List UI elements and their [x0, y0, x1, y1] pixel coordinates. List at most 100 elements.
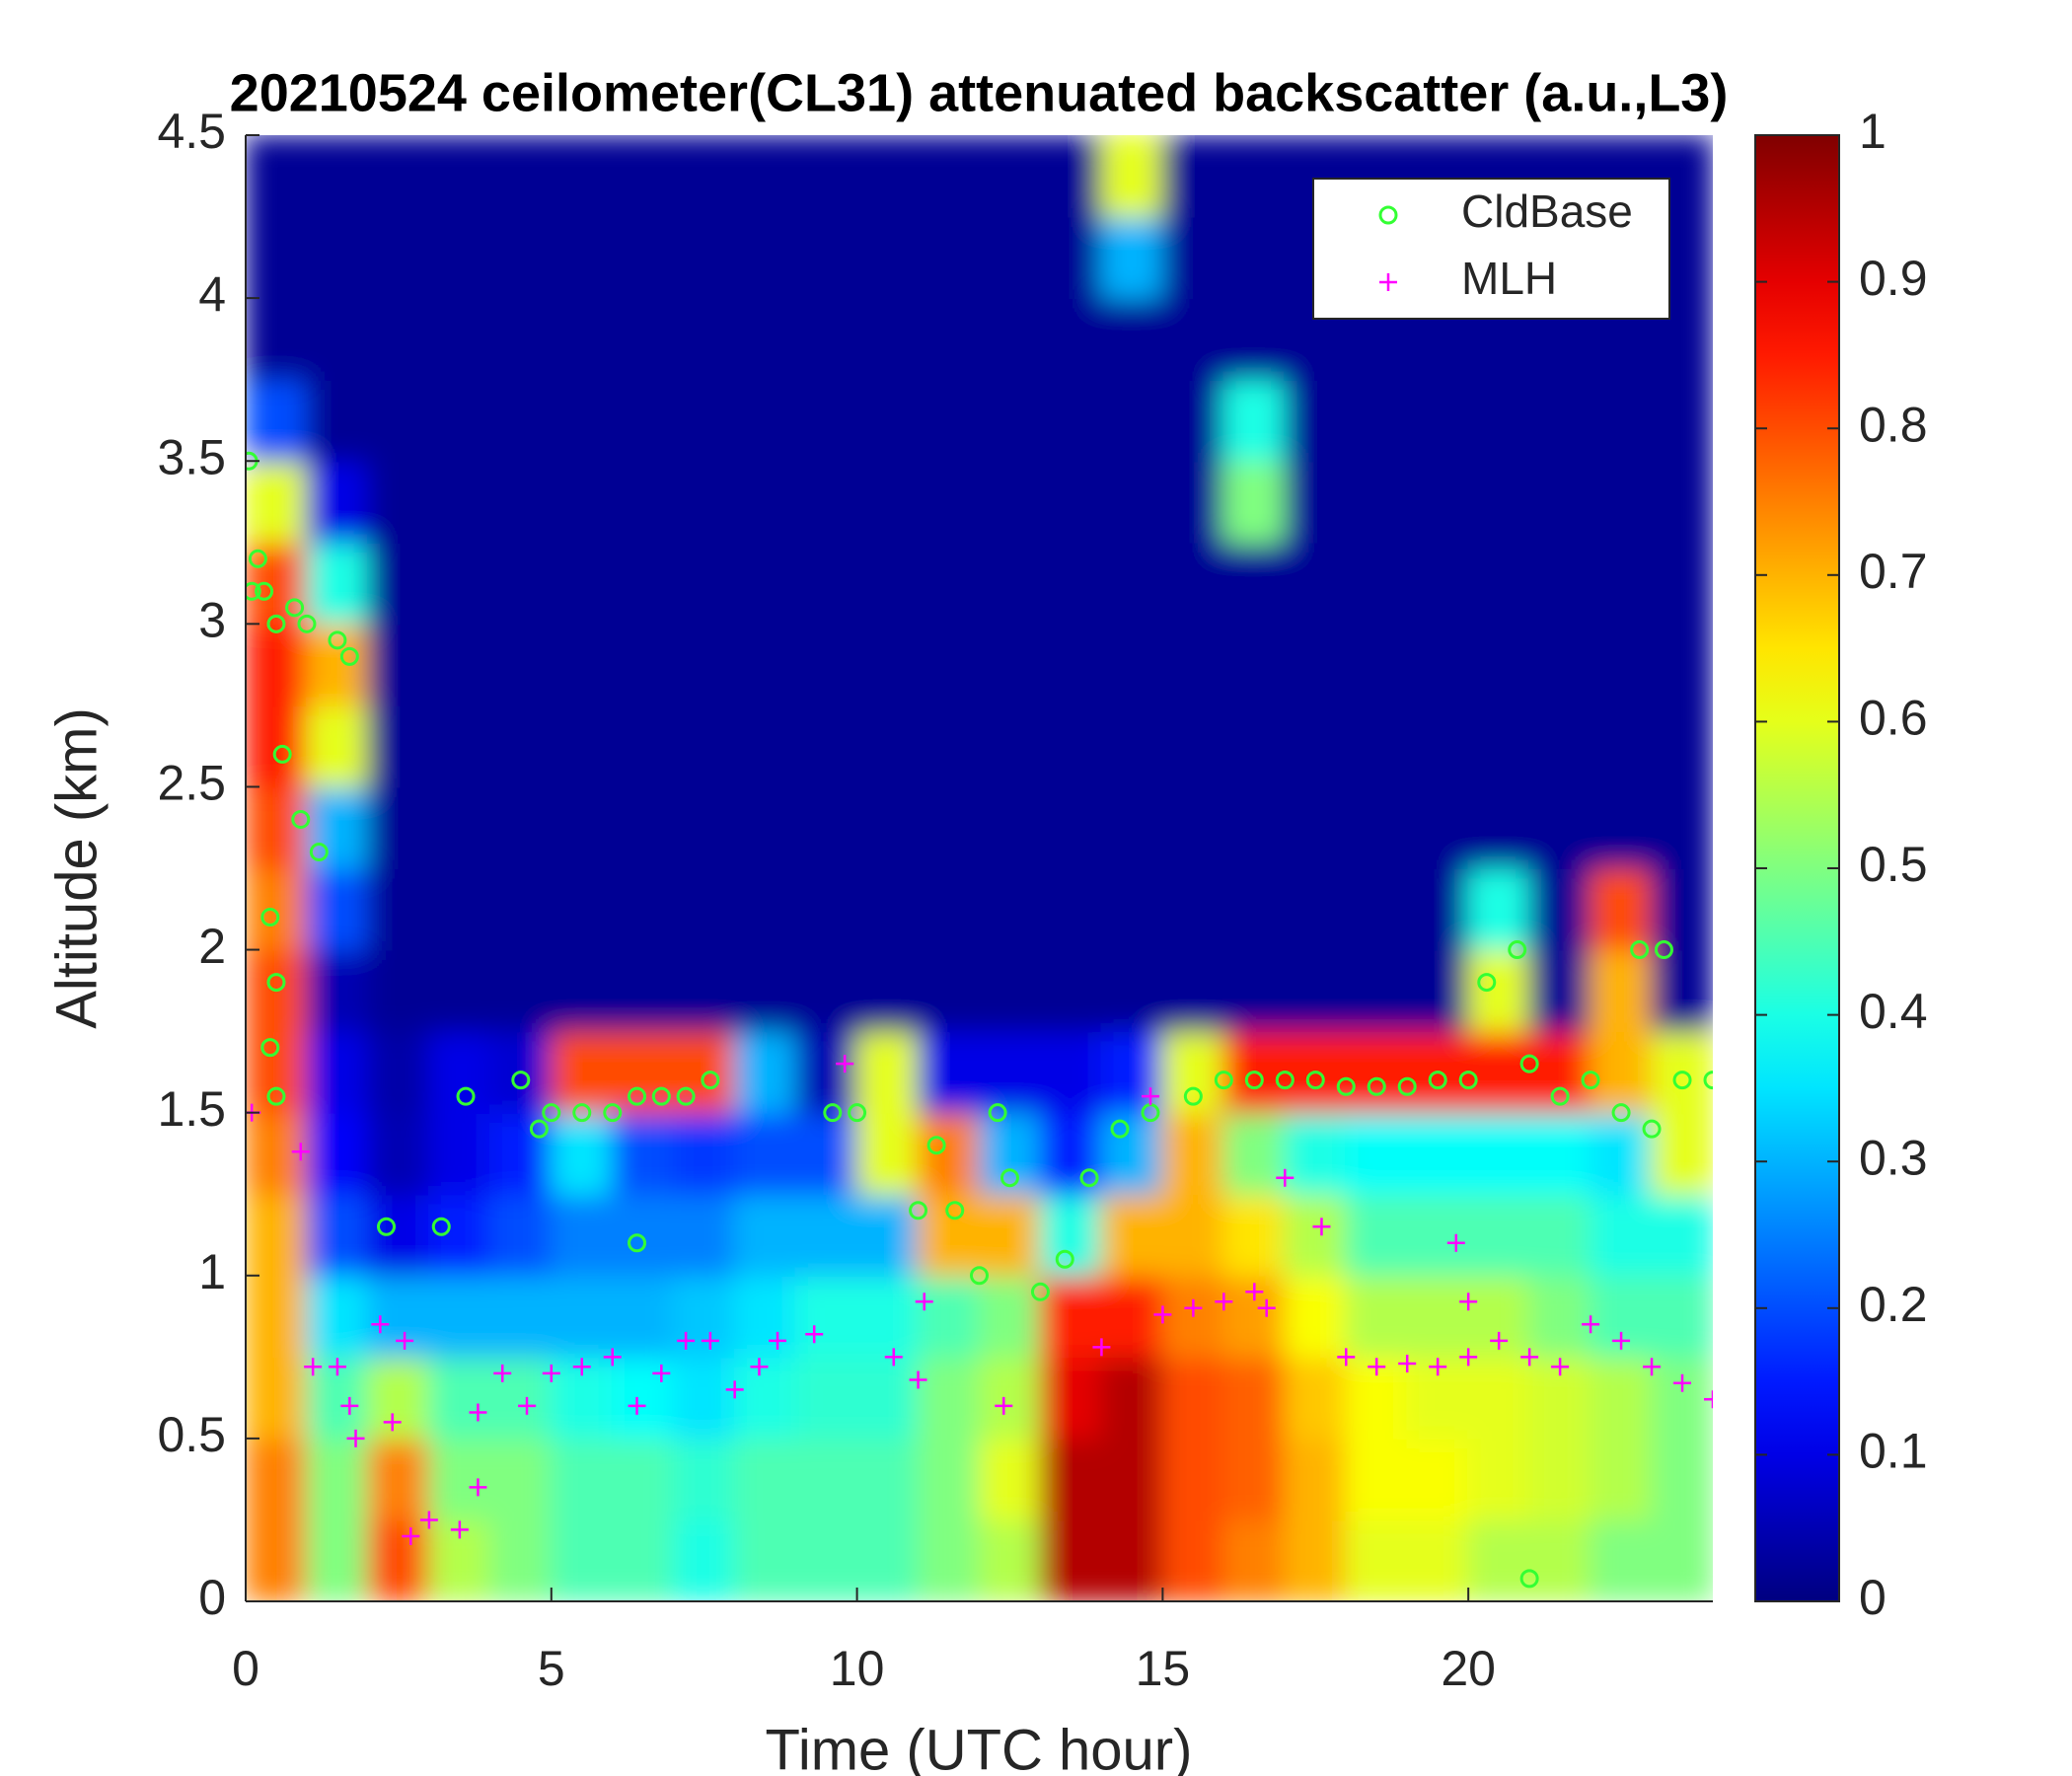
cldbase-marker — [1703, 1071, 1713, 1090]
heat-cell — [550, 948, 614, 1033]
mlh-marker — [836, 1055, 854, 1073]
cldbase-marker — [1508, 940, 1527, 960]
heat-cell — [246, 1274, 308, 1359]
heat-cell — [366, 1193, 430, 1277]
heat-cell — [1222, 867, 1287, 951]
heat-cell — [1467, 785, 1531, 869]
heat-cell — [1100, 1518, 1164, 1601]
heat-cell — [1651, 948, 1713, 1033]
heat-cell — [550, 378, 614, 463]
heat-cell — [1651, 378, 1713, 463]
mlh-marker — [1153, 1305, 1172, 1324]
heat-cell — [246, 1518, 308, 1601]
heat-cell — [366, 297, 430, 381]
heat-cell — [1590, 1437, 1654, 1521]
heat-cell — [1222, 1111, 1287, 1196]
heat-cell — [488, 785, 553, 869]
heat-cell — [855, 948, 920, 1033]
heat-cell — [672, 1193, 736, 1277]
heat-cell — [1406, 623, 1470, 706]
y-tick-label: 3.5 — [157, 429, 226, 484]
heat-cell — [733, 135, 797, 218]
heat-cell — [672, 297, 736, 381]
heat-cell — [550, 135, 614, 218]
heat-cell — [1284, 1518, 1348, 1601]
heat-cell — [611, 1193, 675, 1277]
x-tick-label: 5 — [538, 1641, 565, 1696]
heat-cell — [366, 215, 430, 300]
mlh-marker — [304, 1358, 323, 1376]
cldbase-marker — [260, 1038, 280, 1058]
heat-cell — [672, 1274, 736, 1359]
mlh-marker — [1245, 1283, 1264, 1301]
heat-cell — [1161, 785, 1225, 869]
heat-cell — [246, 1356, 308, 1440]
heat-cell — [611, 785, 675, 869]
heat-cell — [1284, 623, 1348, 706]
mlh-marker — [291, 1143, 310, 1161]
cldbase-marker — [248, 549, 267, 568]
heat-cell — [794, 1356, 858, 1440]
heat-cell — [427, 623, 491, 706]
heat-cell — [1039, 1518, 1103, 1601]
heat-cell — [246, 135, 308, 218]
heat-cell — [917, 541, 981, 626]
cldbase-marker — [909, 1201, 928, 1221]
heat-cell — [550, 541, 614, 626]
heat-cell — [733, 1356, 797, 1440]
heat-cell — [1284, 460, 1348, 544]
heat-cell — [733, 541, 797, 626]
heat-cell — [855, 378, 920, 463]
mlh-marker — [1368, 1358, 1386, 1376]
cldbase-marker — [246, 581, 261, 601]
mlh-marker — [1141, 1087, 1159, 1106]
heat-cell — [427, 135, 491, 218]
heat-cell — [366, 703, 430, 788]
heat-cell — [1651, 1518, 1713, 1601]
mlh-marker — [1257, 1298, 1276, 1317]
y-tick-label: 2.5 — [157, 756, 226, 811]
heat-cell — [1284, 1111, 1348, 1196]
heat-cell — [1100, 785, 1164, 869]
heat-cell — [1467, 703, 1531, 788]
heat-cell — [305, 785, 369, 869]
colorbar-tick-label: 0.3 — [1859, 1130, 1928, 1185]
heat-cell — [1039, 297, 1103, 381]
heat-cell — [794, 297, 858, 381]
heat-cell — [611, 297, 675, 381]
y-tick-label: 4.5 — [157, 104, 226, 159]
heat-cell — [1590, 948, 1654, 1033]
heat-cell — [1284, 1193, 1348, 1277]
mlh-marker — [995, 1396, 1013, 1415]
mlh-marker — [371, 1315, 390, 1334]
heat-cell — [427, 460, 491, 544]
heat-cell — [917, 460, 981, 544]
heat-cell — [246, 460, 308, 544]
heat-cell — [1345, 1437, 1409, 1521]
heat-cell — [917, 785, 981, 869]
cldbase-marker — [1367, 1076, 1386, 1096]
heat-cell — [1467, 867, 1531, 951]
mlh-marker — [701, 1331, 719, 1350]
heat-cell — [1406, 703, 1470, 788]
heat-cell — [1100, 948, 1164, 1033]
heat-cell — [1651, 1193, 1713, 1277]
heat-cell — [855, 867, 920, 951]
heat-cell — [1100, 460, 1164, 544]
y-tick-label: 0.5 — [157, 1407, 226, 1462]
heat-cell — [550, 215, 614, 300]
heat-cell — [1039, 785, 1103, 869]
mlh-marker — [419, 1511, 438, 1529]
y-tick-label: 2 — [198, 919, 226, 974]
heat-cell — [1467, 1111, 1531, 1196]
heat-cell — [1345, 541, 1409, 626]
heat-cell — [246, 1111, 308, 1196]
heat-cell — [366, 948, 430, 1033]
heat-cell — [978, 1356, 1042, 1440]
heat-cell — [1590, 1193, 1654, 1277]
heat-cell — [1161, 703, 1225, 788]
heat-cell — [733, 785, 797, 869]
heat-cell — [427, 378, 491, 463]
cldbase-marker — [339, 646, 359, 666]
heat-cell — [427, 785, 491, 869]
